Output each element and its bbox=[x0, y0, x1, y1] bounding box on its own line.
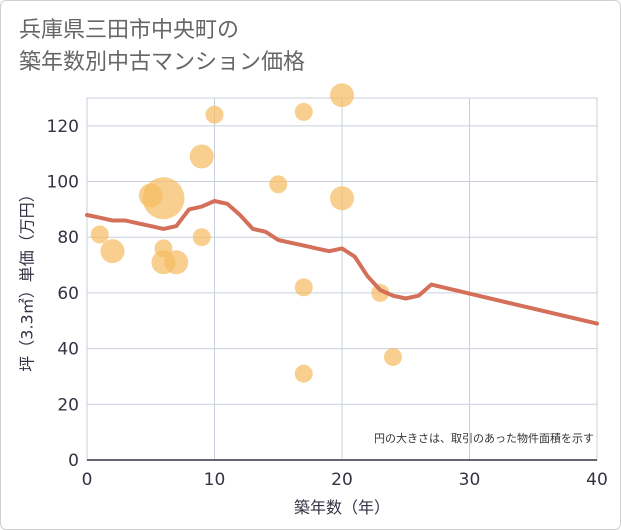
x-tick-label: 0 bbox=[82, 470, 93, 490]
tick-labels: 0 20 40 60 80 100 120 0 10 20 30 40 bbox=[47, 117, 608, 490]
size-note: 円の大きさは、取引のあった物件面積を示す bbox=[374, 431, 594, 445]
x-tick-label: 10 bbox=[204, 470, 226, 490]
scatter-bubble bbox=[164, 250, 189, 275]
scatter-bubble bbox=[205, 105, 224, 124]
x-tick-label: 20 bbox=[331, 470, 353, 490]
chart-title: 兵庫県三田市中央町の 築年数別中古マンション価格 bbox=[19, 15, 305, 79]
scatter-bubble bbox=[294, 278, 313, 297]
scatter-bubble bbox=[294, 364, 313, 383]
x-tick-label: 30 bbox=[459, 470, 481, 490]
scatter-bubble bbox=[100, 239, 125, 264]
y-axis-title: 坪（3.3㎡）単価（万円） bbox=[18, 186, 37, 371]
scatter-bubble bbox=[90, 225, 109, 244]
scatter-bubble bbox=[330, 186, 354, 211]
y-tick-label: 20 bbox=[57, 395, 79, 415]
y-tick-label: 100 bbox=[47, 173, 79, 193]
y-tick-label: 60 bbox=[57, 284, 79, 304]
scatter-bubble bbox=[294, 102, 313, 121]
trend-line bbox=[85, 199, 599, 326]
x-tick-label: 40 bbox=[586, 470, 608, 490]
scatter-bubble bbox=[384, 347, 402, 366]
scatter-bubble bbox=[330, 83, 354, 108]
y-tick-label: 80 bbox=[57, 228, 79, 248]
grid bbox=[86, 97, 598, 461]
y-tick-label: 120 bbox=[47, 117, 79, 137]
scatter-bubble bbox=[269, 175, 288, 194]
bubbles bbox=[90, 83, 402, 383]
x-axis-title: 築年数（年） bbox=[294, 498, 390, 517]
y-tick-label: 40 bbox=[57, 340, 79, 360]
title-line-2: 築年数別中古マンション価格 bbox=[19, 50, 306, 75]
scatter-bubble bbox=[142, 177, 185, 220]
title-line-1: 兵庫県三田市中央町の bbox=[19, 18, 240, 43]
scatter-bubble bbox=[371, 283, 390, 302]
y-tick-label: 0 bbox=[68, 451, 79, 471]
trend-line-layer bbox=[85, 199, 599, 326]
scatter-bubble bbox=[189, 144, 214, 169]
scatter-bubble bbox=[192, 228, 211, 247]
